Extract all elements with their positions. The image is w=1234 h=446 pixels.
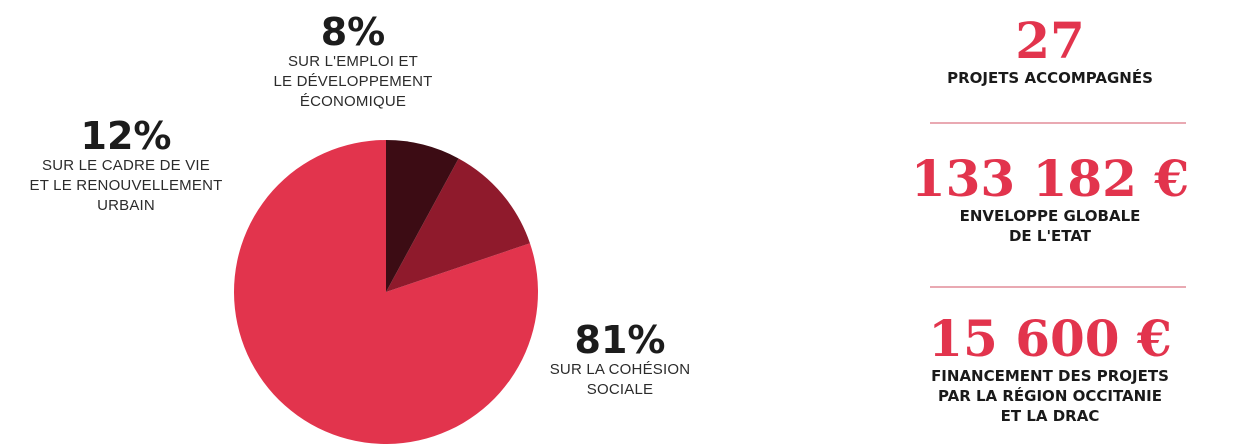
callout-emploi-label: SUR L'EMPLOI ET LE DÉVELOPPEMENT ÉCONOMI… [273, 53, 433, 110]
slice-cadre-de-vie [386, 158, 530, 292]
callout-cadre-de-vie: 12% SUR LE CADRE DE VIE ET LE RENOUVELLE… [0, 116, 252, 216]
stat-enveloppe: 133 182 € ENVELOPPE GLOBALE DE L'ETAT [880, 152, 1220, 246]
stat-projets-value: 27 [1015, 11, 1085, 70]
stat-divider [930, 122, 1186, 124]
stat-financement-label: FINANCEMENT DES PROJETS PAR LA RÉGION OC… [931, 367, 1169, 425]
slice-emploi [386, 140, 459, 292]
callout-cohesion-sociale-percent: 81% [574, 318, 666, 362]
callout-cohesion-sociale-label: SUR LA COHÉSION SOCIALE [549, 361, 691, 398]
stat-projets: 27 PROJETS ACCOMPAGNÉS [880, 14, 1220, 88]
stat-projets-label: PROJETS ACCOMPAGNÉS [947, 69, 1153, 87]
callout-cadre-de-vie-percent: 12% [80, 114, 172, 158]
stat-financement-value: 15 600 € [928, 309, 1172, 368]
callout-cohesion-sociale: 81% SUR LA COHÉSION SOCIALE [520, 320, 720, 400]
callout-emploi-percent: 8% [320, 10, 386, 54]
stat-enveloppe-label: ENVELOPPE GLOBALE DE L'ETAT [959, 207, 1141, 245]
stat-financement: 15 600 € FINANCEMENT DES PROJETS PAR LA … [880, 312, 1220, 426]
callout-cadre-de-vie-label: SUR LE CADRE DE VIE ET LE RENOUVELLEMENT… [29, 157, 223, 214]
stat-enveloppe-value: 133 182 € [910, 149, 1190, 208]
pie-chart [234, 140, 539, 444]
callout-emploi: 8% SUR L'EMPLOI ET LE DÉVELOPPEMENT ÉCON… [238, 12, 468, 112]
stat-divider [930, 286, 1186, 288]
